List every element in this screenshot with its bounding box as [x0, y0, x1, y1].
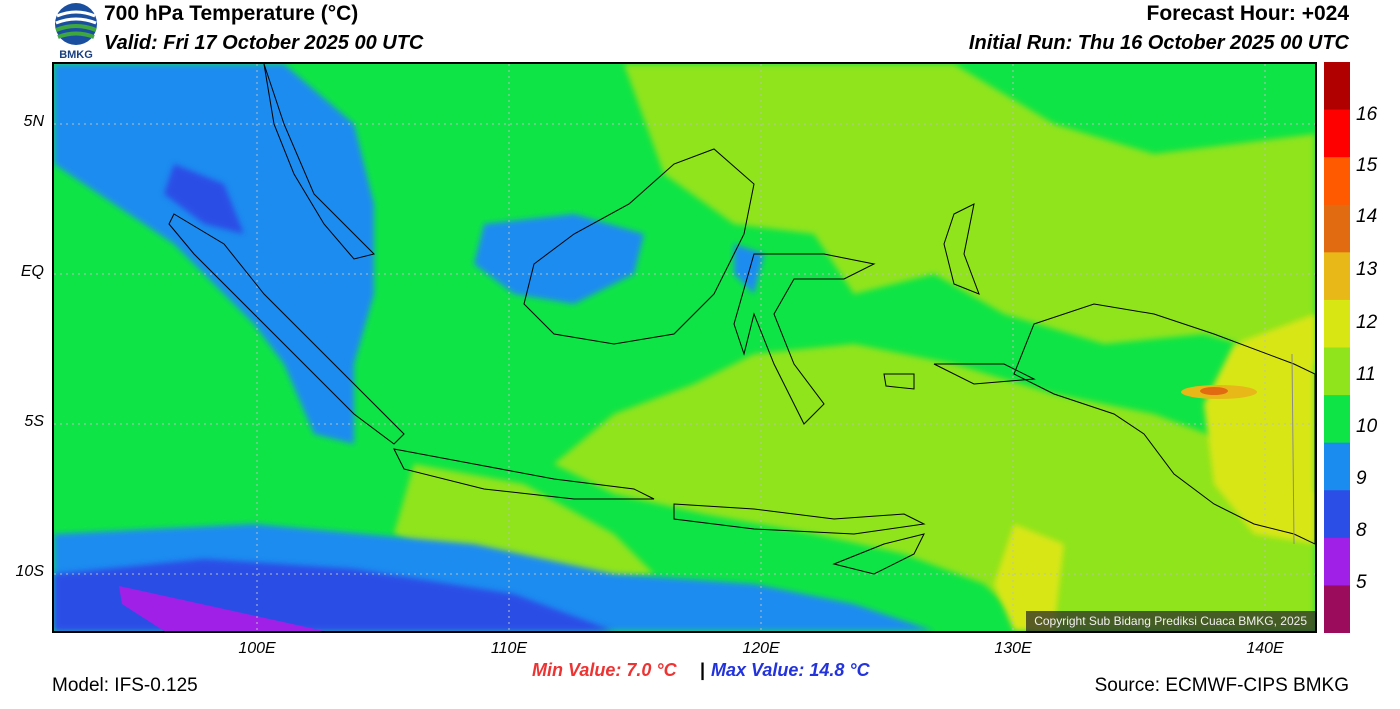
lat-label-5s: 5S [24, 413, 44, 430]
colorbar-label-10: 10 [1356, 416, 1378, 437]
colorbar-swatch [1324, 585, 1350, 634]
colorbar-swatch [1324, 490, 1350, 539]
colorbar-swatch [1324, 395, 1350, 444]
logo-text: BMKG [59, 49, 93, 60]
colorbar-swatch [1324, 442, 1350, 491]
lon-label-140e: 140E [1246, 640, 1284, 657]
colorbar-label-9: 9 [1356, 468, 1367, 489]
colorbar-swatch [1324, 299, 1350, 348]
lon-label-120e: 120E [742, 640, 780, 657]
model-label: Model: IFS-0.125 [52, 675, 198, 696]
max-value: Max Value: 14.8 °C [711, 660, 870, 680]
temperature-map: Copyright Sub Bidang Prediksi Cuaca BMKG… [52, 62, 1317, 633]
colorbar-label-16: 16 [1356, 104, 1378, 125]
colorbar-label-5: 5 [1356, 572, 1367, 593]
initial-run: Initial Run: Thu 16 October 2025 00 UTC [968, 32, 1349, 54]
colorbar-swatch [1324, 62, 1350, 111]
source-label: Source: ECMWF-CIPS BMKG [1094, 675, 1349, 696]
coastlines [168, 64, 1315, 575]
lon-label-130e: 130E [994, 640, 1032, 657]
graticule [54, 64, 1315, 631]
bmkg-logo: BMKG [52, 2, 100, 61]
png-border [1291, 353, 1295, 545]
valid-time: Valid: Fri 17 October 2025 00 UTC [104, 32, 424, 54]
lon-label-110e: 110E [490, 640, 528, 657]
min-value: Min Value: 7.0 °C [532, 660, 677, 680]
colorbar-swatch [1324, 347, 1350, 396]
colorbar [1324, 62, 1350, 634]
forecast-hour: Forecast Hour: +024 [1146, 2, 1350, 25]
band-13-14 [1181, 385, 1257, 399]
band-5-8 [119, 586, 324, 631]
stats-separator: | [700, 660, 706, 680]
lat-label-10s: 10S [15, 563, 44, 580]
colorbar-swatch [1324, 252, 1350, 301]
colorbar-label-11: 11 [1356, 364, 1376, 385]
colorbar-label-8: 8 [1356, 520, 1367, 541]
map-title: 700 hPa Temperature (°C) [104, 2, 359, 25]
colorbar-label-14: 14 [1356, 206, 1378, 227]
band-11-12 [394, 64, 1315, 631]
colorbar-label-13: 13 [1356, 259, 1378, 280]
colorbar-swatch [1324, 537, 1350, 586]
lat-label-eq: EQ [20, 263, 44, 280]
copyright-notice: Copyright Sub Bidang Prediksi Cuaca BMKG… [1026, 611, 1315, 631]
colorbar-label-15: 15 [1356, 155, 1378, 176]
colorbar-swatch [1324, 204, 1350, 253]
lon-label-100e: 100E [238, 640, 276, 657]
colorbar-swatch [1324, 157, 1350, 206]
colorbar-label-12: 12 [1356, 312, 1378, 333]
lat-label-5n: 5N [23, 113, 44, 130]
colorbar-swatch [1324, 109, 1350, 158]
band-12-13 [994, 314, 1315, 631]
